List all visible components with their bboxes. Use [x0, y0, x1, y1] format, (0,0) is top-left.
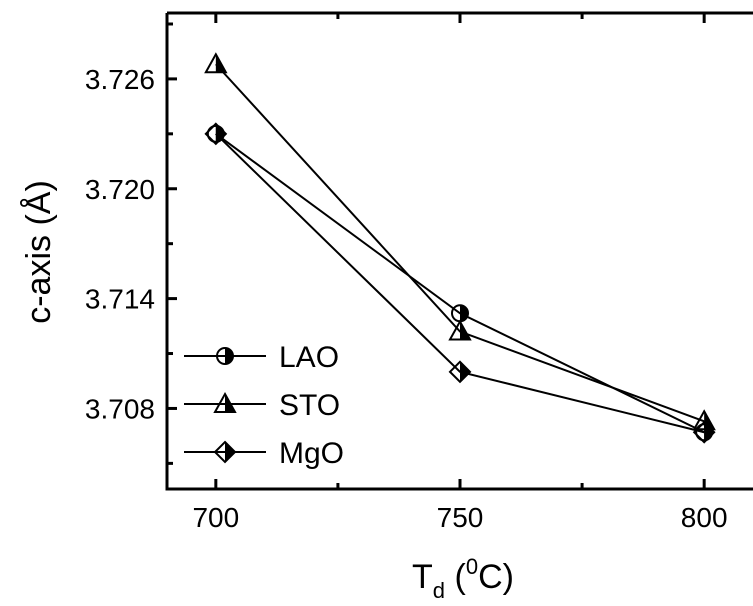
series-line-lao [215, 133, 705, 434]
legend-marker [213, 391, 237, 413]
x-tick-label: 800 [681, 502, 728, 533]
x-tick-label: 700 [192, 502, 239, 533]
data-point-sto [204, 52, 228, 74]
data-point-mgo [692, 420, 716, 444]
y-tick-label: 3.720 [85, 174, 155, 205]
x-axis-label-sub: d [433, 578, 445, 603]
axes-group: 700 750 800 3.708 3.714 3.720 3.726 [85, 11, 753, 533]
x-axis-label-unit: C) [478, 558, 514, 596]
legend: LAO STO MgO [184, 341, 344, 470]
legend-item-sto: STO [184, 389, 340, 422]
x-axis-label: Td (0C) [412, 554, 514, 603]
y-tick-label: 3.726 [85, 64, 155, 95]
legend-label: STO [279, 389, 340, 422]
legend-item-lao: LAO [184, 341, 339, 374]
data-point-sto [448, 319, 472, 341]
y-axis-label: c-axis (Å) [20, 180, 58, 324]
axis-frame [165, 13, 753, 491]
series-group [204, 52, 716, 444]
series-line-mgo [215, 133, 705, 434]
legend-item-mgo: MgO [184, 437, 344, 470]
data-point-mgo [448, 360, 472, 384]
data-point-lao [451, 304, 469, 323]
legend-marker [216, 347, 234, 365]
legend-label: LAO [279, 341, 339, 374]
y-tick-label: 3.714 [85, 284, 155, 315]
x-axis-label-main: T [412, 558, 433, 596]
y-tick-label: 3.708 [85, 393, 155, 424]
legend-marker [213, 440, 237, 464]
x-tick-label: 750 [437, 502, 484, 533]
x-axis-label-open: ( [445, 558, 466, 596]
data-point-mgo [204, 122, 228, 146]
x-axis-label-sup: 0 [466, 554, 478, 579]
legend-label: MgO [279, 437, 344, 470]
